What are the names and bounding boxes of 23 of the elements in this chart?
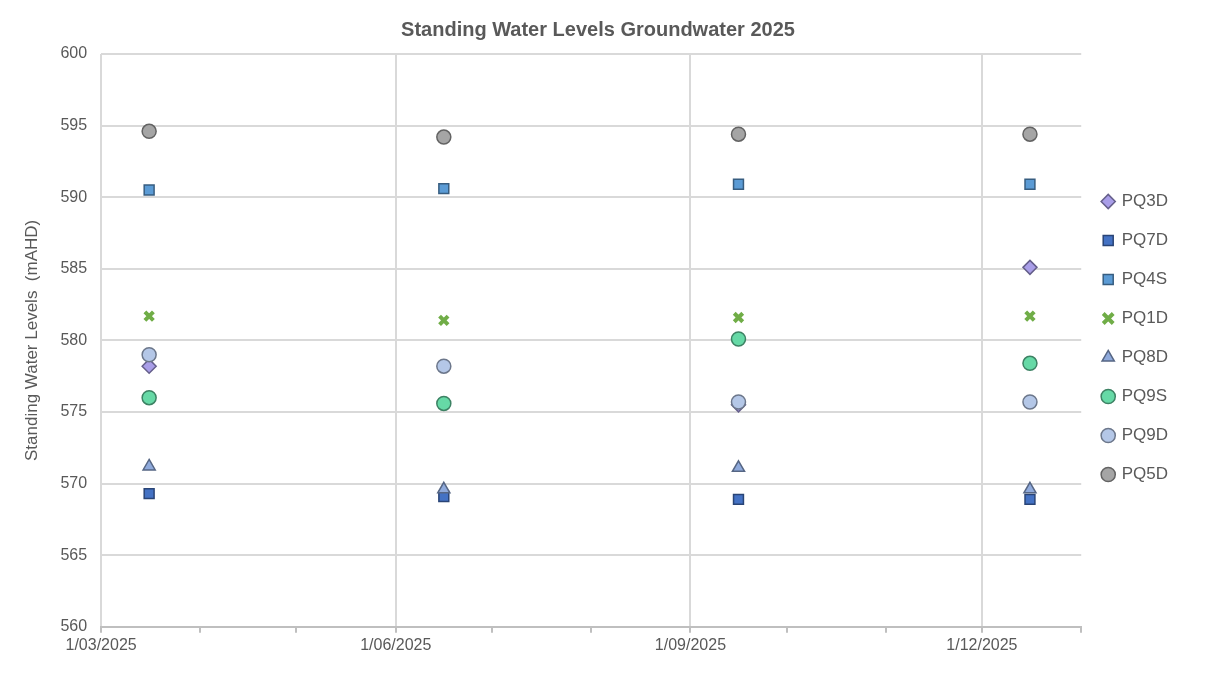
legend-label: PQ7D <box>1121 230 1168 250</box>
legend-label: PQ9S <box>1121 386 1168 406</box>
y-tick-label: 590 <box>60 187 88 205</box>
legend-label: PQ9D <box>1121 425 1168 445</box>
legend-label: PQ3D <box>1121 191 1168 211</box>
y-tick-label: 560 <box>60 617 88 635</box>
y-tick-label: 585 <box>60 259 88 277</box>
x-tick-label: 1/06/2025 <box>360 635 432 653</box>
y-tick-label: 575 <box>60 402 88 420</box>
legend-label: PQ1D <box>1121 308 1168 328</box>
y-tick-label: 570 <box>60 474 88 492</box>
legend-label: PQ4S <box>1121 269 1168 289</box>
legend-label: PQ8D <box>1121 347 1168 367</box>
legend-label: PQ5D <box>1121 464 1168 484</box>
chart-title: Standing Water Levels Groundwater 2025 <box>401 17 795 40</box>
x-tick-label: 1/03/2025 <box>65 635 137 653</box>
x-tick-label: 1/12/2025 <box>946 635 1018 653</box>
x-tick-label: 1/09/2025 <box>654 635 727 653</box>
y-tick-label: 580 <box>60 330 88 348</box>
y-tick-label: 600 <box>60 44 88 62</box>
y-tick-label: 595 <box>60 116 88 134</box>
y-axis-title: Standing Water Levels (mAHD) <box>21 219 41 462</box>
y-tick-label: 565 <box>60 545 88 563</box>
